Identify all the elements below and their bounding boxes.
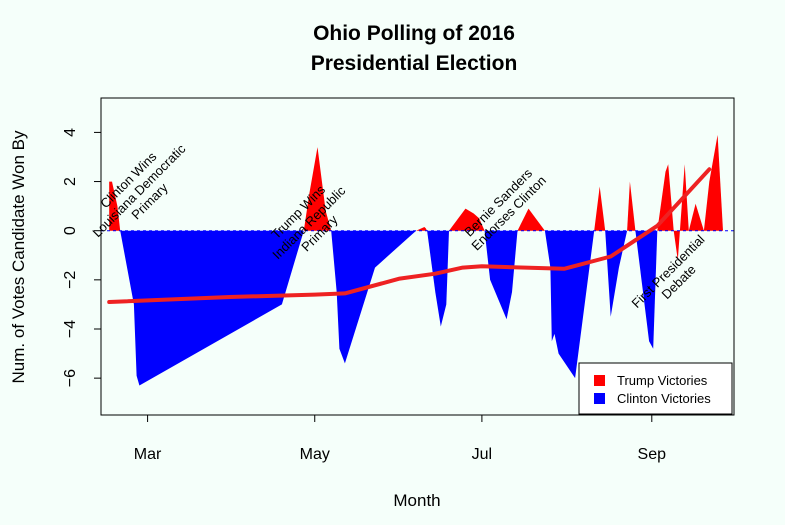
clinton-victory-area-1 [120,230,304,386]
clinton-victory-area-3 [331,230,417,364]
y-tick-label: −2 [62,271,79,289]
x-tick-label: May [300,446,330,463]
trump-victory-area-12 [627,181,636,231]
clinton-victory-area-7 [484,230,518,320]
y-tick-label: 0 [62,226,79,235]
plot-area [101,134,734,386]
y-tick-label: −4 [62,320,79,338]
chart-title-group: Ohio Polling of 2016 Presidential Electi… [311,22,518,75]
clinton-victory-area-5 [427,230,449,327]
legend-swatch-clinton [594,393,605,404]
y-tick-label: 2 [62,177,79,186]
trump-victory-area-16 [688,203,704,231]
x-tick-label: Jul [472,446,492,463]
x-axis-label: Month [393,491,440,510]
trump-victory-area-8 [517,208,545,231]
trump-victory-area-10 [594,186,606,231]
trump-victory-area-17 [703,134,723,231]
x-tick-label: Mar [134,446,162,463]
trump-victory-area-6 [449,208,485,231]
y-tick-label: −6 [62,369,79,387]
legend-label-clinton: Clinton Victories [617,391,711,406]
y-axis: −6 −4 −2 0 2 4 [62,128,101,387]
trend-line [107,167,712,304]
legend-box [578,362,733,415]
plot-frame [100,97,735,416]
legend: Trump Victories Clinton Victories [578,362,733,415]
x-tick-label: Sep [638,446,667,463]
legend-label-trump: Trump Victories [617,373,708,388]
y-axis-label: Num. of Votes Candidate Won By [9,130,28,383]
trump-victory-area-4 [416,227,428,231]
clinton-victory-area-11 [605,230,628,317]
chart-title-line-2: Presidential Election [311,52,518,75]
trump-victory-area-0 [109,181,121,231]
trump-victory-area-2 [303,147,332,231]
chart-title-line-1: Ohio Polling of 2016 [313,22,515,45]
legend-swatch-trump [594,375,605,386]
y-tick-label: 4 [62,128,79,137]
clinton-victory-area-13 [635,230,658,349]
x-axis: Mar May Jul Sep [134,415,666,463]
trump-victory-area-15 [673,164,689,261]
